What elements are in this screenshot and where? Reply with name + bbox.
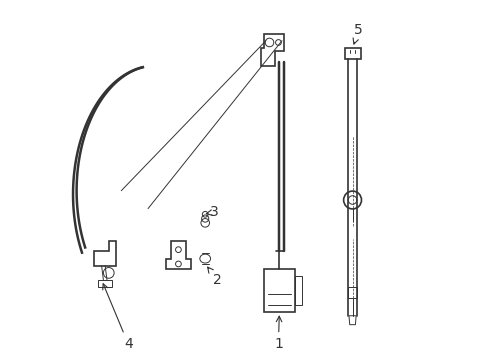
Text: 1: 1 [273,316,282,351]
Bar [347,287,356,298]
Text: 3: 3 [206,205,218,219]
Bar [264,269,294,312]
Bar [98,280,112,287]
Text: 4: 4 [102,284,133,351]
Text: 5: 5 [352,23,363,44]
Bar [344,48,360,59]
Text: 2: 2 [207,267,222,287]
Bar [294,276,301,305]
